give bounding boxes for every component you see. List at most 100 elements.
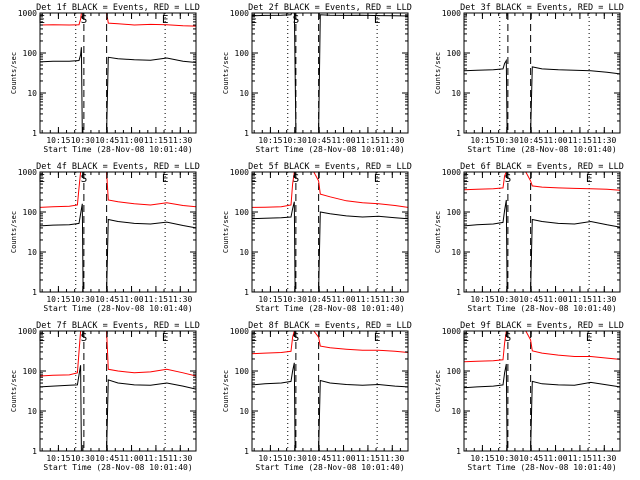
chart-title: Det 4f BLACK = Events, RED = LLD: [36, 162, 200, 172]
y-tick-label: 1000: [442, 168, 461, 177]
x-tick-label: 11:15: [356, 136, 380, 145]
x-tick-label: 10:45: [95, 454, 119, 463]
chart-title: Det 5f BLACK = Events, RED = LLD: [248, 162, 412, 172]
y-axis-label: Counts/sec: [222, 211, 230, 253]
event-marker-label: S: [293, 331, 300, 344]
x-tick-label: 11:15: [144, 136, 168, 145]
x-tick-label: 11:30: [592, 136, 616, 145]
events-series-line: [252, 13, 408, 133]
x-tick-label: 10:30: [71, 295, 95, 304]
x-tick-label: 11:15: [144, 295, 168, 304]
x-tick-label: 10:30: [283, 136, 307, 145]
x-tick-label: 10:15: [46, 295, 70, 304]
events-series-line: [40, 365, 196, 451]
y-tick-label: 1: [456, 129, 461, 138]
x-tick-label: 11:30: [592, 295, 616, 304]
y-axis-label: Counts/sec: [434, 52, 442, 94]
y-tick-label: 100: [447, 367, 462, 376]
chart-panel-6: Det 6f BLACK = Events, RED = LLD 1 10 100 10…: [434, 162, 624, 313]
x-tick-label: 11:30: [380, 136, 404, 145]
plot-frame: [463, 330, 621, 452]
chart-panel-7: Det 7f BLACK = Events, RED = LLD 1 10 100 10…: [10, 321, 200, 472]
x-axis-label: Start Time (28-Nov-08 10:01:40): [255, 304, 404, 313]
x-tick-label: 11:00: [331, 295, 355, 304]
x-tick-label: 10:30: [71, 454, 95, 463]
events-series-line: [40, 203, 196, 292]
x-tick-label: 11:30: [380, 454, 404, 463]
x-axis-label: Start Time (28-Nov-08 10:01:40): [43, 463, 192, 472]
chart-title: Det 3f BLACK = Events, RED = LLD: [460, 3, 624, 13]
event-marker-label: E: [250, 13, 257, 26]
x-tick-label: 11:00: [331, 454, 355, 463]
x-tick-label: 10:15: [258, 136, 282, 145]
x-axis-label: Start Time (28-Nov-08 10:01:40): [255, 463, 404, 472]
y-tick-label: 1: [456, 288, 461, 297]
x-tick-label: 10:15: [46, 454, 70, 463]
x-tick-label: 10:45: [307, 454, 331, 463]
x-tick-label: 10:15: [258, 295, 282, 304]
x-tick-label: 11:15: [144, 454, 168, 463]
y-tick-label: 1000: [442, 9, 461, 18]
y-tick-label: 1: [244, 129, 249, 138]
x-tick-label: 10:45: [519, 136, 543, 145]
chart-title: Det 9f BLACK = Events, RED = LLD: [460, 321, 624, 331]
x-tick-label: 11:00: [119, 295, 143, 304]
y-tick-label: 1000: [230, 327, 249, 336]
x-tick-label: 11:00: [543, 295, 567, 304]
event-marker-label: E: [162, 331, 169, 344]
plot-frame: [39, 330, 197, 452]
y-tick-label: 1: [244, 447, 249, 456]
y-axis-label: Counts/sec: [10, 52, 18, 94]
y-tick-label: 1000: [18, 9, 37, 18]
y-axis-label: Counts/sec: [10, 370, 18, 412]
chart-title: Det 7f BLACK = Events, RED = LLD: [36, 321, 200, 331]
plot-frame: [39, 171, 197, 293]
y-axis-label: Counts/sec: [222, 370, 230, 412]
lld-series-line: [252, 331, 408, 355]
y-tick-label: 1000: [18, 168, 37, 177]
x-tick-label: 10:15: [470, 295, 494, 304]
events-series-line: [464, 363, 620, 451]
x-tick-label: 10:15: [470, 454, 494, 463]
chart-title: Det 6f BLACK = Events, RED = LLD: [460, 162, 624, 172]
y-tick-label: 1000: [230, 9, 249, 18]
events-series-line: [464, 58, 620, 133]
lld-series-line: [40, 172, 196, 208]
chart-title: Det 1f BLACK = Events, RED = LLD: [36, 3, 200, 13]
y-tick-label: 100: [235, 208, 250, 217]
x-tick-label: 11:15: [356, 454, 380, 463]
event-marker-label: S: [81, 13, 88, 26]
y-axis-label: Counts/sec: [222, 52, 230, 94]
chart-panel-1: Det 1f BLACK = Events, RED = LLD 1 10 100 10…: [10, 3, 200, 154]
y-tick-label: 1000: [18, 327, 37, 336]
y-tick-label: 100: [23, 49, 38, 58]
event-marker-label: E: [374, 172, 381, 185]
x-tick-label: 11:00: [331, 136, 355, 145]
chart-panel-8: Det 8f BLACK = Events, RED = LLD 1 10 100 10…: [222, 321, 412, 472]
chart-title: Det 8f BLACK = Events, RED = LLD: [248, 321, 412, 331]
y-tick-label: 100: [23, 208, 38, 217]
x-tick-label: 11:00: [119, 454, 143, 463]
event-marker-label: S: [293, 13, 300, 26]
y-tick-label: 10: [27, 407, 37, 416]
lld-series-line: [464, 172, 620, 191]
event-marker-label: E: [586, 172, 593, 185]
event-marker-label: E: [250, 331, 257, 344]
events-series-line: [252, 201, 408, 292]
x-tick-label: 10:45: [95, 136, 119, 145]
x-tick-label: 11:30: [592, 454, 616, 463]
y-axis-label: Counts/sec: [434, 370, 442, 412]
y-tick-label: 10: [239, 248, 249, 257]
event-marker-label: E: [462, 172, 469, 185]
event-marker-label: E: [374, 13, 381, 26]
x-tick-label: 11:15: [356, 295, 380, 304]
event-marker-label: S: [81, 172, 88, 185]
x-axis-label: Start Time (28-Nov-08 10:01:40): [43, 145, 192, 154]
y-tick-label: 1: [32, 129, 37, 138]
events-series-line: [252, 362, 408, 451]
event-marker-label: S: [293, 172, 300, 185]
y-tick-label: 10: [27, 248, 37, 257]
events-series-line: [40, 47, 196, 133]
x-tick-label: 10:30: [495, 295, 519, 304]
